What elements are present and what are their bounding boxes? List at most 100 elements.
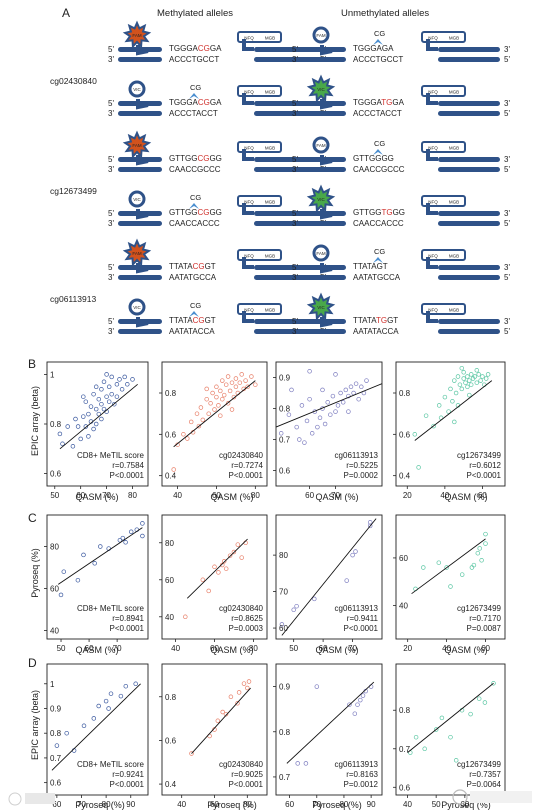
p-value: P<0.0001 bbox=[110, 471, 145, 480]
data-point bbox=[196, 423, 202, 429]
sequence-suffix: GG bbox=[381, 154, 393, 163]
data-point bbox=[476, 372, 481, 377]
correlation-r: r=0.6012 bbox=[469, 461, 501, 470]
sequence-top: TTATACGGT bbox=[169, 262, 216, 271]
data-point bbox=[453, 758, 459, 763]
probe-arm bbox=[426, 39, 438, 51]
data-point bbox=[214, 394, 219, 400]
scatter-chart-c1: 50 60 70 40 60 80 CD8+ MeTIL scorer=0.8941P<0.… bbox=[44, 514, 149, 653]
data-point bbox=[189, 751, 194, 756]
y-tick-label: 80 bbox=[279, 551, 288, 560]
data-point bbox=[317, 415, 323, 421]
mgb-label: MGB bbox=[265, 36, 275, 41]
x-tick-label: 70 bbox=[102, 491, 111, 500]
header-methylated: Methylated alleles bbox=[157, 8, 233, 19]
data-point bbox=[103, 698, 109, 704]
reporter-label: FAM bbox=[316, 33, 326, 38]
data-point bbox=[452, 378, 457, 383]
regression-line bbox=[186, 538, 248, 599]
data-point bbox=[467, 392, 472, 398]
sequence-cpg: CG bbox=[193, 316, 205, 325]
strand-5-label-right: 5' bbox=[504, 165, 510, 174]
sequence-top: GTTGGTGGG bbox=[353, 208, 405, 217]
probe-arm bbox=[242, 203, 254, 215]
x-tick-label: 90 bbox=[367, 800, 376, 809]
strand-3-label: 3' bbox=[108, 109, 114, 118]
quenched-reporter-icon bbox=[312, 244, 330, 262]
p-value: P<0.0001 bbox=[229, 471, 264, 480]
data-point bbox=[463, 380, 468, 385]
data-point bbox=[123, 683, 129, 689]
x-axis-title-b2: QASM (%) bbox=[210, 492, 253, 502]
data-point bbox=[416, 465, 421, 470]
nfq-label: NFQ bbox=[428, 36, 438, 41]
x-tick-label: 70 bbox=[312, 800, 321, 809]
sequence-prefix: TTATA bbox=[169, 316, 193, 325]
y-tick-label: 0.9 bbox=[279, 374, 291, 383]
data-point bbox=[320, 387, 325, 393]
data-point bbox=[309, 431, 315, 436]
x-axis-title-c3: QASM (%) bbox=[315, 645, 358, 655]
reporter-arm bbox=[136, 155, 149, 166]
reporter-label: VIC bbox=[133, 87, 141, 92]
data-point bbox=[235, 542, 241, 547]
data-point bbox=[245, 384, 250, 390]
data-point bbox=[227, 388, 233, 394]
cleaved-fragment-icon bbox=[189, 311, 199, 317]
x-tick-label: 60 bbox=[85, 644, 94, 653]
x-tick-label: 80 bbox=[251, 491, 260, 500]
data-point bbox=[291, 607, 296, 613]
regression-line bbox=[411, 538, 486, 595]
y-tick-label: 0.7 bbox=[399, 745, 411, 754]
nfq-label: NFQ bbox=[244, 308, 254, 313]
sequence-prefix: GTTGG bbox=[353, 154, 381, 163]
reporter-label: FAM bbox=[132, 251, 142, 256]
data-point bbox=[92, 561, 97, 566]
plot-frame bbox=[395, 361, 506, 487]
strand-5-label: 5' bbox=[292, 99, 298, 108]
strand-3-label: 3' bbox=[292, 327, 298, 336]
sequence-cpg: CG bbox=[198, 98, 210, 107]
data-point bbox=[328, 412, 333, 417]
x-tick-label: 70 bbox=[113, 644, 122, 653]
sequence-bottom: CAACCACCC bbox=[353, 219, 404, 228]
mgb-label: MGB bbox=[449, 36, 459, 41]
strand-5-label: 5' bbox=[292, 263, 298, 272]
quencher-box bbox=[237, 303, 282, 315]
sequence-top: TGGGATGGA bbox=[353, 98, 405, 107]
data-point bbox=[220, 709, 225, 715]
x-tick-label: 80 bbox=[339, 800, 348, 809]
data-point bbox=[229, 380, 235, 385]
data-point bbox=[461, 370, 466, 375]
strand-3-label-right: 3' bbox=[504, 263, 510, 272]
scatter-chart-d2: 40 60 80 0.4 0.6 0.8 cg02430840r=0.9025P<0.000… bbox=[159, 663, 268, 809]
y-tick-label: 0.8 bbox=[279, 405, 291, 414]
y-tick-label: 60 bbox=[50, 585, 59, 594]
vic-reporter-star-icon bbox=[306, 292, 336, 321]
data-point bbox=[289, 387, 294, 393]
data-point bbox=[58, 592, 64, 598]
data-point bbox=[360, 693, 366, 698]
data-point bbox=[220, 378, 225, 383]
y-tick-label: 1 bbox=[50, 370, 55, 379]
p-value: P<0.0001 bbox=[344, 624, 379, 633]
x-tick-label: 60 bbox=[212, 491, 221, 500]
locus-name-3: cg06113913 bbox=[50, 294, 96, 304]
data-point bbox=[128, 529, 134, 535]
sequence-top: TTATACGGT bbox=[169, 316, 216, 325]
sequence-suffix: GG bbox=[209, 154, 221, 163]
p-value: P<0.0001 bbox=[110, 624, 145, 633]
data-point bbox=[83, 399, 89, 404]
reporter-arm bbox=[136, 45, 149, 56]
reporter-label: VIC bbox=[317, 197, 325, 202]
strand-5-label: 5' bbox=[108, 45, 114, 54]
scatter-chart-b4: 20 40 60 0.4 0.6 0.8 cg12673499r=0.6012P<0.000… bbox=[393, 361, 506, 500]
series-label: cg06113913 bbox=[335, 760, 379, 769]
dna-segment bbox=[254, 157, 316, 162]
x-axis-title-c2: QASM (%) bbox=[210, 645, 253, 655]
data-point bbox=[81, 552, 86, 558]
data-point bbox=[241, 681, 247, 686]
